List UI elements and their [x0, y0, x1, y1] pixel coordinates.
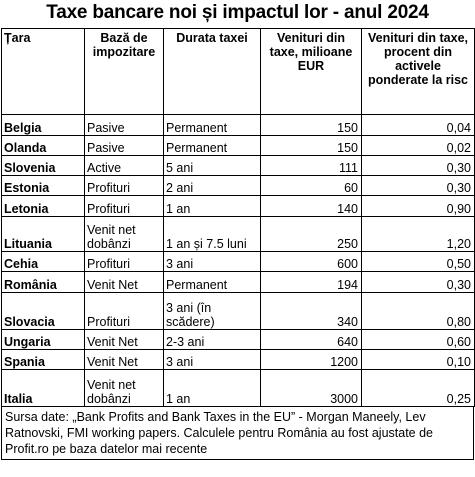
- duration-cell: 1 an și 7.5 luni: [163, 216, 261, 252]
- header-row: Țara Bază de impozitare Durata taxei Ven…: [1, 28, 475, 115]
- country-cell: Belgia: [1, 114, 85, 136]
- revenue-eur-cell: 1200: [260, 349, 362, 370]
- duration-cell: 5 ani: [163, 155, 261, 176]
- duration-cell: Permanent: [163, 135, 261, 156]
- table-row: Olanda Pasive Permanent 150 0,02: [1, 135, 475, 156]
- duration-cell: 3 ani: [163, 251, 261, 272]
- header-country: Țara: [1, 28, 85, 115]
- base-cell: Pasive: [84, 114, 164, 136]
- table-row: Cehia Profituri 3 ani 600 0,50: [1, 251, 475, 272]
- revenue-eur-cell: 340: [260, 292, 362, 330]
- revenue-pct-cell: 0,10: [361, 349, 475, 370]
- revenue-eur-cell: 194: [260, 271, 362, 293]
- base-cell: Profituri: [84, 175, 164, 196]
- duration-cell: Permanent: [163, 271, 261, 293]
- bank-tax-table: Țara Bază de impozitare Durata taxei Ven…: [1, 28, 475, 407]
- revenue-pct-cell: 0,25: [361, 369, 475, 407]
- country-cell: Olanda: [1, 135, 85, 156]
- base-cell: Profituri: [84, 195, 164, 217]
- revenue-eur-cell: 150: [260, 114, 362, 136]
- country-cell: Cehia: [1, 251, 85, 272]
- country-cell: Spania: [1, 349, 85, 370]
- table-row: Italia Venit net dobânzi 1 an 3000 0,25: [1, 369, 475, 407]
- base-cell: Venit Net: [84, 271, 164, 293]
- base-cell: Pasive: [84, 135, 164, 156]
- base-cell: Venit net dobânzi: [84, 216, 164, 252]
- revenue-eur-cell: 111: [260, 155, 362, 176]
- revenue-eur-cell: 3000: [260, 369, 362, 407]
- table-row: Estonia Profituri 2 ani 60 0,30: [1, 175, 475, 196]
- duration-cell: 3 ani (în scădere): [163, 292, 261, 330]
- header-base: Bază de impozitare: [84, 28, 164, 115]
- revenue-eur-cell: 600: [260, 251, 362, 272]
- header-revenue-eur: Venituri din taxe, milioane EUR: [260, 28, 362, 115]
- country-cell: Ungaria: [1, 329, 85, 350]
- revenue-eur-cell: 640: [260, 329, 362, 350]
- country-cell: Slovenia: [1, 155, 85, 176]
- revenue-pct-cell: 0,60: [361, 329, 475, 350]
- base-cell: Active: [84, 155, 164, 176]
- table-row: Letonia Profituri 1 an 140 0,90: [1, 195, 475, 217]
- duration-cell: 3 ani: [163, 349, 261, 370]
- source-note: Sursa date: „Bank Profits and Bank Taxes…: [1, 407, 474, 460]
- revenue-pct-cell: 0,50: [361, 251, 475, 272]
- table-row: România Venit Net Permanent 194 0,30: [1, 271, 475, 293]
- revenue-pct-cell: 0,04: [361, 114, 475, 136]
- base-cell: Profituri: [84, 292, 164, 330]
- revenue-pct-cell: 0,30: [361, 175, 475, 196]
- country-cell: România: [1, 271, 85, 293]
- header-revenue-pct: Venituri din taxe, procent din activele …: [361, 28, 475, 115]
- base-cell: Profituri: [84, 251, 164, 272]
- revenue-pct-cell: 0,02: [361, 135, 475, 156]
- table-title: Taxe bancare noi și impactul lor - anul …: [46, 2, 429, 23]
- base-cell: Venit Net: [84, 329, 164, 350]
- revenue-eur-cell: 140: [260, 195, 362, 217]
- revenue-eur-cell: 150: [260, 135, 362, 156]
- table-row: Slovacia Profituri 3 ani (în scădere) 340 0,…: [1, 292, 475, 330]
- country-cell: Slovacia: [1, 292, 85, 330]
- revenue-pct-cell: 0,30: [361, 155, 475, 176]
- country-cell: Italia: [1, 369, 85, 407]
- table-row: Belgia Pasive Permanent 150 0,04: [1, 114, 475, 136]
- country-cell: Letonia: [1, 195, 85, 217]
- table-document: Taxe bancare noi și impactul lor - anul …: [1, 0, 475, 460]
- table-row: Lituania Venit net dobânzi 1 an și 7.5 lun…: [1, 216, 475, 252]
- base-cell: Venit Net: [84, 349, 164, 370]
- revenue-eur-cell: 60: [260, 175, 362, 196]
- revenue-eur-cell: 250: [260, 216, 362, 252]
- revenue-pct-cell: 0,90: [361, 195, 475, 217]
- duration-cell: 1 an: [163, 195, 261, 217]
- duration-cell: 2 ani: [163, 175, 261, 196]
- revenue-pct-cell: 0,30: [361, 271, 475, 293]
- base-cell: Venit net dobânzi: [84, 369, 164, 407]
- revenue-pct-cell: 0,80: [361, 292, 475, 330]
- table-body: Belgia Pasive Permanent 150 0,04 Olanda Pasive…: [1, 114, 475, 407]
- table-row: Slovenia Active 5 ani 111 0,30: [1, 155, 475, 176]
- table-row: Spania Venit Net 3 ani 1200 0,10: [1, 349, 475, 370]
- duration-cell: Permanent: [163, 114, 261, 136]
- table-row: Ungaria Venit Net 2-3 ani 640 0,60: [1, 329, 475, 350]
- country-cell: Estonia: [1, 175, 85, 196]
- duration-cell: 1 an: [163, 369, 261, 407]
- revenue-pct-cell: 1,20: [361, 216, 475, 252]
- header-duration: Durata taxei: [163, 28, 261, 115]
- country-cell: Lituania: [1, 216, 85, 252]
- duration-cell: 2-3 ani: [163, 329, 261, 350]
